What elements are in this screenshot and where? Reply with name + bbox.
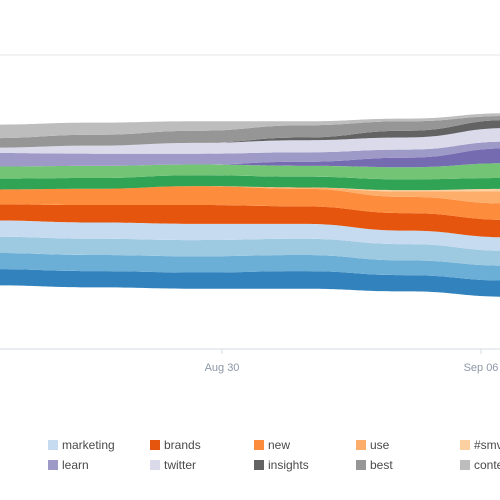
x-tick-label: Sep 06 bbox=[464, 362, 499, 374]
series-area-twitter bbox=[0, 128, 500, 154]
legend-label: brands bbox=[164, 438, 201, 452]
legend-swatch bbox=[150, 440, 160, 450]
legend-swatch bbox=[356, 460, 366, 470]
legend-item[interactable]: #smv bbox=[460, 436, 500, 454]
x-tick-label: Aug 30 bbox=[205, 362, 240, 374]
legend-label: use bbox=[370, 438, 390, 452]
series-area-unnamed-10 bbox=[0, 269, 500, 297]
legend-swatch bbox=[254, 460, 264, 470]
legend-swatch bbox=[460, 460, 470, 470]
series-area-unnamed-12 bbox=[0, 236, 500, 266]
legend-item[interactable]: learn bbox=[48, 456, 89, 474]
legend-swatch bbox=[48, 460, 58, 470]
legend-swatch bbox=[150, 460, 160, 470]
series-areas bbox=[0, 113, 500, 297]
legend-label: #smv bbox=[474, 438, 500, 452]
legend-swatch bbox=[254, 440, 264, 450]
legend-item[interactable]: conte bbox=[460, 456, 500, 474]
series-area-marketing bbox=[0, 220, 500, 251]
legend-item[interactable]: use bbox=[356, 436, 389, 454]
legend: marketing brands new use #smv learn twitter ins… bbox=[0, 436, 500, 480]
legend-item[interactable]: new bbox=[254, 436, 290, 454]
series-area-learn bbox=[0, 141, 500, 167]
legend-label: twitter bbox=[164, 458, 197, 472]
grid-lines bbox=[0, 54, 500, 350]
legend-label: learn bbox=[62, 458, 89, 472]
legend-item[interactable]: insights bbox=[254, 456, 309, 474]
legend-item[interactable]: twitter bbox=[150, 456, 196, 474]
series-area-use bbox=[0, 186, 500, 204]
series-area-unnamed-15 bbox=[0, 148, 500, 168]
legend-label: marketing bbox=[62, 438, 115, 452]
series-area-new bbox=[0, 186, 500, 220]
series-area-brands bbox=[0, 204, 500, 238]
series-area-smv bbox=[0, 186, 500, 192]
legend-label: conte bbox=[474, 458, 500, 472]
series-area-insights bbox=[0, 120, 500, 148]
series-area-unnamed-13 bbox=[0, 175, 500, 191]
legend-item[interactable]: marketing bbox=[48, 436, 115, 454]
chart-plot: Aug 30 Sep 06 bbox=[0, 54, 500, 374]
legend-label: best bbox=[370, 458, 393, 472]
legend-swatch bbox=[48, 440, 58, 450]
legend-item[interactable]: best bbox=[356, 456, 393, 474]
legend-label: insights bbox=[268, 458, 309, 472]
series-area-unnamed-11 bbox=[0, 252, 500, 281]
legend-swatch bbox=[356, 440, 366, 450]
legend-item[interactable]: brands bbox=[150, 436, 201, 454]
series-area-unnamed-14 bbox=[0, 163, 500, 180]
legend-swatch bbox=[460, 440, 470, 450]
series-area-best bbox=[0, 115, 500, 148]
series-area-content bbox=[0, 113, 500, 139]
legend-label: new bbox=[268, 438, 291, 452]
x-axis: Aug 30 Sep 06 bbox=[205, 349, 499, 374]
